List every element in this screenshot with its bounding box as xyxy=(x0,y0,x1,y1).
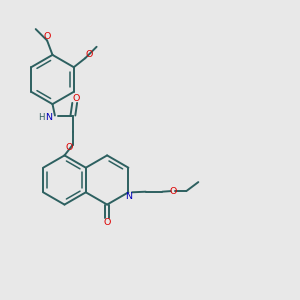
Text: O: O xyxy=(103,218,111,227)
Text: N: N xyxy=(125,192,133,201)
Text: O: O xyxy=(85,50,93,59)
Text: O: O xyxy=(65,143,73,152)
Text: H: H xyxy=(38,112,45,122)
Text: O: O xyxy=(44,32,51,41)
Text: O: O xyxy=(73,94,80,103)
Text: N: N xyxy=(45,112,52,122)
Text: O: O xyxy=(169,187,176,196)
